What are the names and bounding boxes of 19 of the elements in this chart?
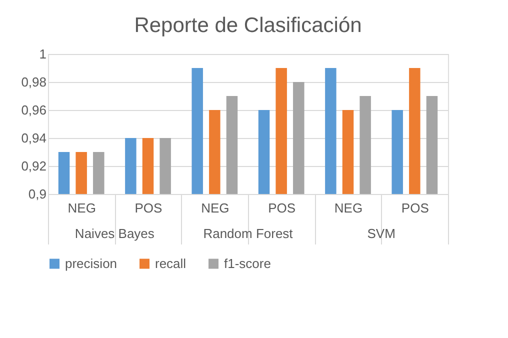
y-tick-label: 0,9 <box>28 186 46 202</box>
legend-label: precision <box>65 256 118 271</box>
x-tick-label: NEG <box>68 200 96 216</box>
y-tick-label: 0,94 <box>21 130 46 146</box>
y-tick-label: 1 <box>39 46 46 62</box>
y-tick-label: 0,92 <box>21 158 46 174</box>
text: Random Forest <box>203 226 294 241</box>
legend-label: f1-score <box>224 256 271 271</box>
legend-label: recall <box>155 256 186 271</box>
x-tick-label: NEG <box>201 200 230 216</box>
text: Naives Bayes <box>74 226 155 241</box>
x-tick-label: POS <box>134 200 163 216</box>
text: SVM <box>367 226 396 241</box>
x-tick-label: POS <box>401 200 430 216</box>
x-tick-label: NEG <box>334 200 363 216</box>
y-tick-label: 0,96 <box>21 102 46 118</box>
x-tick-label: POS <box>268 200 296 216</box>
y-tick-label: 0,98 <box>21 74 46 90</box>
chart-title: Reporte de Clasificación <box>134 14 362 37</box>
